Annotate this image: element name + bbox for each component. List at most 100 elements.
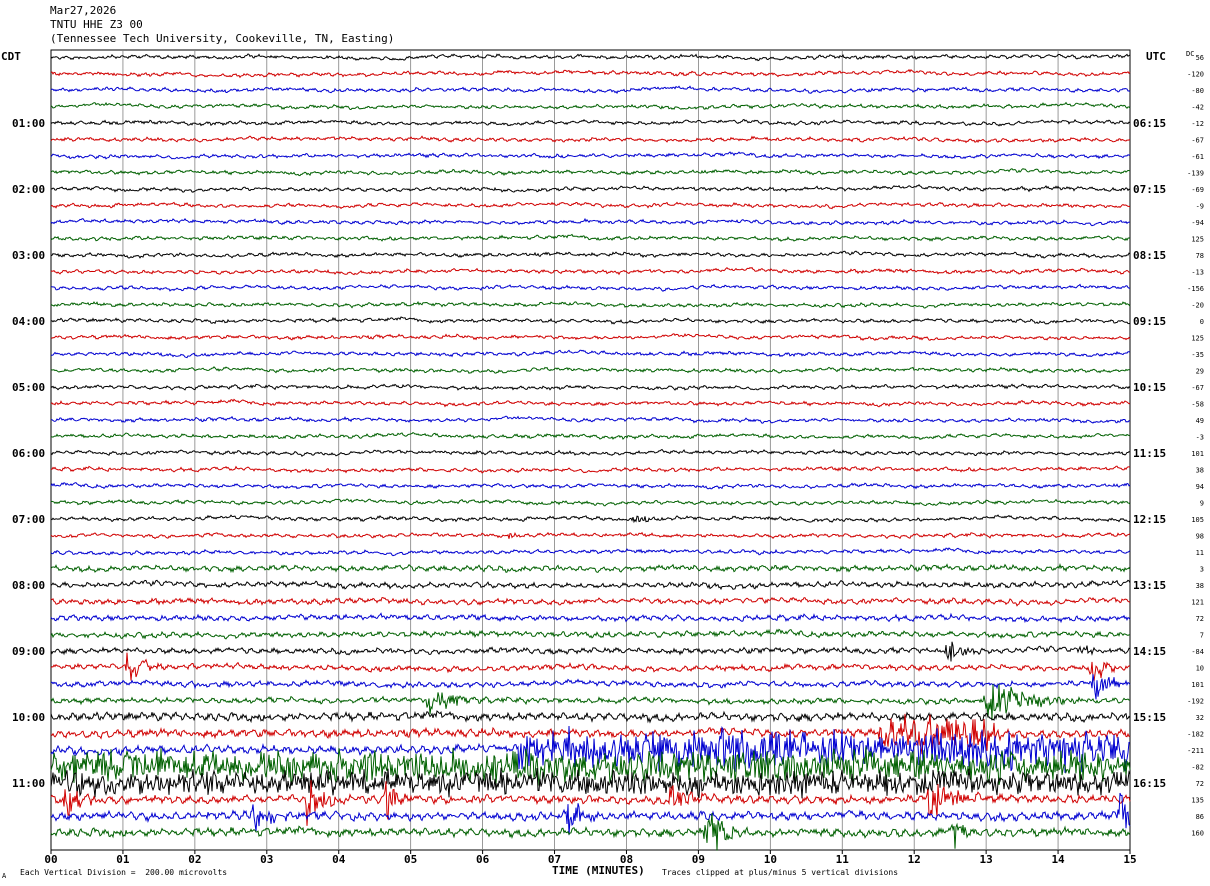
dc-offset-label: -82 bbox=[1191, 764, 1204, 772]
trace-line bbox=[50, 792, 1131, 836]
left-hour-label: 11:00 bbox=[12, 777, 45, 790]
trace-line bbox=[50, 514, 1131, 524]
plot-frame bbox=[50, 49, 1131, 851]
dc-offset-label: 101 bbox=[1191, 681, 1204, 689]
dc-offset-label: -80 bbox=[1191, 87, 1204, 95]
header-location: (Tennessee Tech University, Cookeville, … bbox=[50, 32, 395, 45]
trace-line bbox=[50, 349, 1131, 359]
trace-line bbox=[50, 250, 1131, 259]
corner-mark: A bbox=[2, 872, 7, 880]
dc-offset-label: 38 bbox=[1196, 467, 1204, 475]
right-hour-label: 14:15 bbox=[1133, 645, 1166, 658]
dc-offset-label: 0 bbox=[1200, 318, 1204, 326]
dc-offset-label: 7 bbox=[1200, 632, 1204, 640]
trace-line bbox=[50, 641, 1131, 662]
x-tick-label: 02 bbox=[188, 853, 201, 866]
header-date: Mar27,2026 bbox=[50, 4, 117, 17]
dc-offset-label: -9 bbox=[1196, 203, 1204, 211]
dc-offset-label: -211 bbox=[1187, 747, 1204, 755]
trace-line bbox=[50, 118, 1131, 127]
dc-offset-label: -67 bbox=[1191, 384, 1204, 392]
x-tick-label: 15 bbox=[1123, 853, 1136, 866]
trace-line bbox=[50, 168, 1131, 177]
trace-line bbox=[50, 710, 1131, 724]
dc-offset-label: -139 bbox=[1187, 170, 1204, 178]
trace-line bbox=[50, 531, 1131, 540]
trace-line bbox=[50, 746, 1131, 786]
x-tick-label: 05 bbox=[404, 853, 417, 866]
trace-line bbox=[50, 68, 1131, 79]
dc-offset-label: 125 bbox=[1191, 335, 1204, 343]
trace-line bbox=[50, 725, 1131, 773]
right-hour-label: 16:15 bbox=[1133, 777, 1166, 790]
trace-line bbox=[50, 135, 1131, 144]
trace-line bbox=[51, 465, 1131, 474]
left-hour-label: 09:00 bbox=[12, 645, 45, 658]
trace-line bbox=[50, 201, 1131, 210]
dc-offset-label: -61 bbox=[1191, 153, 1204, 161]
trace-line bbox=[50, 448, 1131, 457]
right-timezone-label: UTC bbox=[1146, 50, 1166, 63]
right-hour-label: 07:15 bbox=[1133, 183, 1166, 196]
trace-line bbox=[50, 767, 1131, 799]
trace-line bbox=[50, 612, 1131, 624]
left-hour-label: 03:00 bbox=[12, 249, 45, 262]
x-tick-label: 03 bbox=[260, 853, 273, 866]
dc-offset-label: -94 bbox=[1191, 219, 1204, 227]
trace-line bbox=[50, 596, 1131, 607]
dc-offset-label: 125 bbox=[1191, 236, 1204, 244]
dc-offset-label: 56 bbox=[1196, 54, 1204, 62]
trace-line bbox=[50, 85, 1131, 95]
dc-offset-label: -58 bbox=[1191, 401, 1204, 409]
right-hour-label: 13:15 bbox=[1133, 579, 1166, 592]
dc-offset-label: 32 bbox=[1196, 714, 1204, 722]
left-hour-label: 10:00 bbox=[12, 711, 45, 724]
dc-offset-label: 72 bbox=[1196, 780, 1204, 788]
dc-offset-label: 3 bbox=[1200, 566, 1204, 574]
dc-offset-label: 160 bbox=[1191, 830, 1204, 838]
dc-offset-label: 101 bbox=[1191, 450, 1204, 458]
right-hour-label: 08:15 bbox=[1133, 249, 1166, 262]
left-hour-label: 08:00 bbox=[12, 579, 45, 592]
trace-line bbox=[50, 316, 1131, 325]
trace-line bbox=[50, 628, 1131, 640]
dc-offset-label: -35 bbox=[1191, 351, 1204, 359]
left-hour-label: 07:00 bbox=[12, 513, 45, 526]
right-hour-label: 10:15 bbox=[1133, 381, 1166, 394]
dc-offset-label: 29 bbox=[1196, 368, 1204, 376]
left-hour-label: 06:00 bbox=[12, 447, 45, 460]
dc-offset-label: 135 bbox=[1191, 797, 1204, 805]
scale-note: Each Vertical Division = 200.00 microvol… bbox=[20, 868, 228, 877]
dc-offset-label: -12 bbox=[1191, 120, 1204, 128]
trace-line bbox=[50, 333, 1131, 342]
trace-line bbox=[50, 398, 1131, 408]
trace-line bbox=[50, 780, 1131, 826]
trace-line bbox=[50, 563, 1131, 574]
dc-offset-label: -42 bbox=[1191, 104, 1204, 112]
trace-line bbox=[50, 184, 1131, 193]
dc-offset-header: DC bbox=[1186, 50, 1195, 58]
dc-offset-label: -84 bbox=[1191, 648, 1204, 656]
label-layer: 00 01 02 03 04 05 06 07 08 09 10 11 12 13 14 1556-120-8… bbox=[12, 54, 1204, 866]
dc-offset-label: 94 bbox=[1196, 483, 1204, 491]
dc-offset-label: 86 bbox=[1196, 813, 1204, 821]
x-tick-label: 10 bbox=[764, 853, 777, 866]
trace-line bbox=[50, 498, 1131, 507]
dc-offset-label: 11 bbox=[1196, 549, 1204, 557]
trace-line bbox=[50, 812, 1131, 851]
left-hour-label: 02:00 bbox=[12, 183, 45, 196]
x-tick-label: 11 bbox=[836, 853, 850, 866]
dc-offset-label: 78 bbox=[1196, 252, 1204, 260]
trace-line bbox=[50, 383, 1131, 391]
trace-line bbox=[50, 713, 1131, 755]
dc-offset-label: 10 bbox=[1196, 665, 1204, 673]
dc-offset-label: 105 bbox=[1191, 516, 1204, 524]
trace-line bbox=[50, 151, 1131, 160]
trace-line bbox=[50, 217, 1130, 227]
trace-line bbox=[50, 432, 1131, 441]
left-hour-label: 04:00 bbox=[12, 315, 45, 328]
trace-line bbox=[50, 674, 1131, 700]
trace-line bbox=[50, 233, 1131, 242]
trace-line bbox=[50, 53, 1131, 62]
